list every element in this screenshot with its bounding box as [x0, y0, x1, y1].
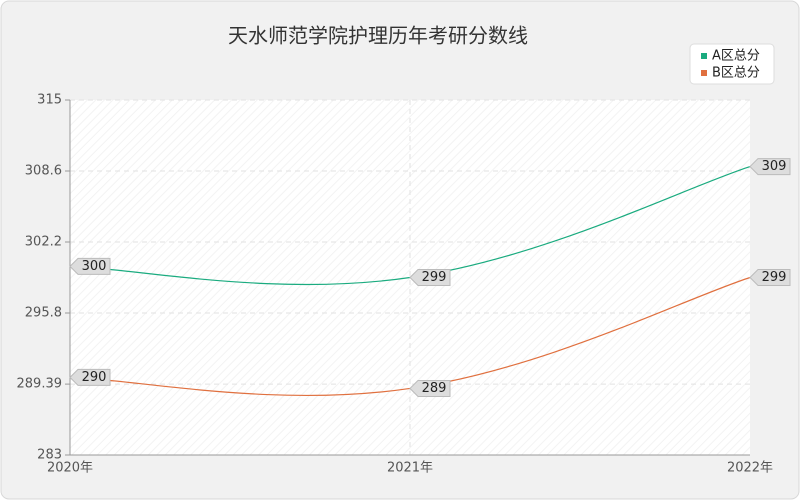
legend-label: A区总分 — [712, 49, 760, 64]
y-tick-label: 295.8 — [25, 306, 62, 321]
data-label-tag — [749, 158, 791, 176]
x-tick-label: 2022年 — [727, 461, 773, 476]
data-label-tag — [409, 379, 451, 397]
data-label-tag — [749, 269, 791, 286]
x-tick-label: 2021年 — [387, 461, 433, 476]
data-label: 299 — [762, 270, 787, 285]
data-label-tag — [69, 368, 111, 386]
data-label-tag — [409, 269, 451, 286]
data-label-tag — [69, 257, 111, 275]
legend-label: B区总分 — [712, 66, 760, 81]
chart-title: 天水师范学院护理历年考研分数线 — [228, 24, 528, 48]
data-label: 289 — [422, 381, 447, 396]
legend: A区总分 B区总分 — [689, 43, 775, 85]
y-tick-label: 302.2 — [25, 235, 62, 250]
legend-swatch — [701, 53, 707, 59]
data-label: 290 — [82, 370, 107, 385]
x-tick-label: 2020年 — [47, 461, 93, 476]
y-tick-label: 308.6 — [25, 164, 62, 179]
y-tick-label: 283 — [37, 448, 62, 463]
y-tick-label: 315 — [37, 93, 62, 108]
data-label: 299 — [422, 270, 447, 285]
data-label: 309 — [762, 159, 787, 174]
legend-swatch — [701, 70, 707, 76]
data-label: 300 — [82, 259, 107, 274]
y-tick-label: 289.39 — [17, 377, 63, 392]
